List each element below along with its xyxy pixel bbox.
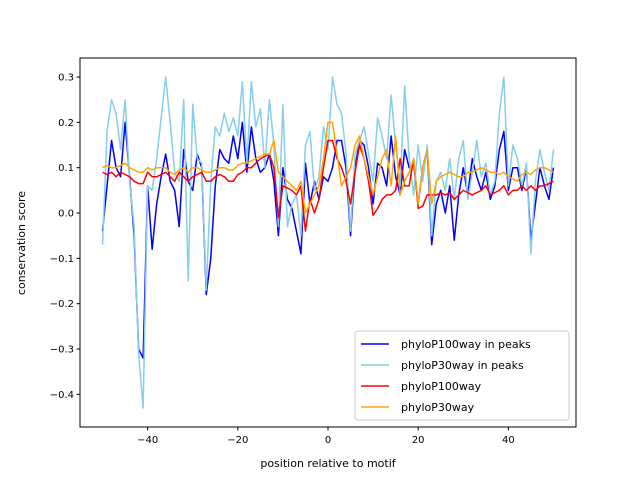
legend-label-2: phyloP100way (401, 380, 482, 393)
legend-label-1: phyloP30way in peaks (401, 359, 524, 372)
legend-label-0: phyloP100way in peaks (401, 338, 531, 351)
x-tick-label: 0 (325, 435, 331, 446)
y-tick-label: −0.2 (50, 299, 74, 310)
y-tick-label: −0.3 (50, 345, 74, 356)
legend-label-3: phyloP30way (401, 401, 475, 414)
x-axis: −40 −20 0 20 40 (137, 427, 515, 446)
x-tick-label: 20 (412, 435, 425, 446)
series-line-2 (102, 139, 554, 232)
x-tick-label: −40 (137, 435, 158, 446)
y-tick-label: 0.2 (58, 118, 74, 129)
x-tick-label: −20 (227, 435, 248, 446)
y-axis-label: conservation score (15, 191, 28, 295)
legend: phyloP100way in peaks phyloP30way in peak… (354, 330, 570, 421)
x-tick-label: 40 (502, 435, 515, 446)
series-line-0 (101, 121, 555, 359)
y-tick-label: 0.3 (58, 73, 74, 84)
y-tick-label: −0.4 (50, 390, 74, 401)
y-tick-label: 0.0 (58, 209, 74, 220)
series-line-3 (102, 121, 554, 214)
series-layer (101, 76, 555, 409)
y-axis: 0.3 0.2 0.1 0.0 −0.1 −0.2 −0.3 −0.4 (50, 73, 80, 401)
x-axis-label: position relative to motif (260, 457, 396, 470)
legend-frame (354, 330, 570, 421)
y-tick-label: 0.1 (58, 163, 74, 174)
series-line-1 (101, 76, 555, 409)
y-tick-label: −0.1 (50, 254, 74, 265)
